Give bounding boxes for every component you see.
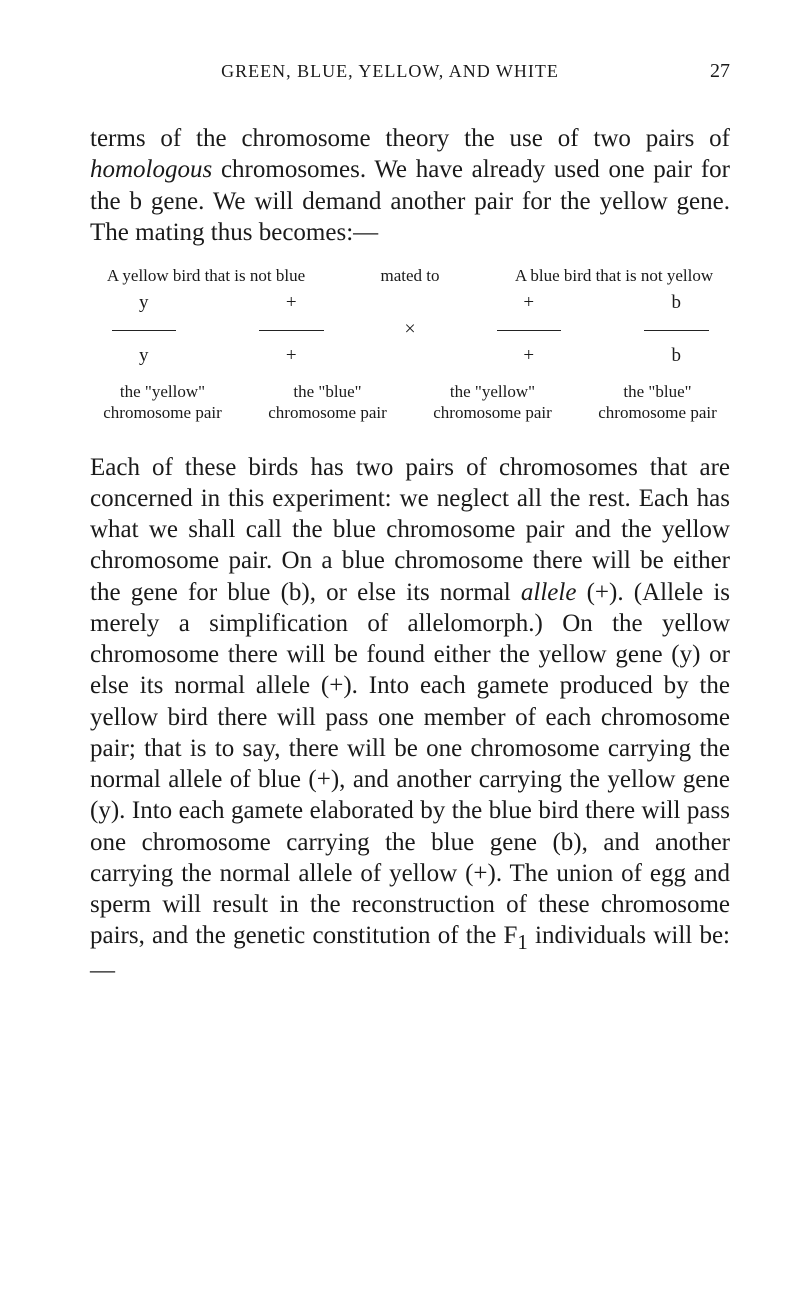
- page-header: GREEN, BLUE, YELLOW, AND WHITE 27: [90, 60, 730, 83]
- mating-heading-mid: mated to: [352, 266, 468, 286]
- cell-r1c2: +: [238, 292, 346, 314]
- page: GREEN, BLUE, YELLOW, AND WHITE 27 terms …: [0, 0, 800, 1055]
- cell-r2c2: +: [238, 345, 346, 367]
- cell-r2c1: y: [90, 345, 198, 367]
- mating-heading: A yellow bird that is not blue mated to …: [90, 266, 730, 286]
- pair-label-2: the "blue" chromosome pair: [255, 381, 400, 424]
- mating-heading-right: A blue bird that is not yellow: [498, 266, 730, 286]
- running-head: GREEN, BLUE, YELLOW, AND WHITE: [90, 61, 690, 82]
- chromosome-pair-labels: the "yellow" chromosome pair the "blue" …: [90, 381, 730, 424]
- mating-heading-left: A yellow bird that is not blue: [90, 266, 322, 286]
- cell-r2c3: +: [475, 345, 583, 367]
- page-number: 27: [710, 60, 730, 83]
- mating-times-icon: ×: [385, 318, 435, 341]
- fraction-bar: [112, 328, 177, 331]
- fraction-bar: [259, 328, 324, 331]
- cell-r1c4: b: [623, 292, 731, 314]
- mating-genotype-grid: y + + b × y + + b: [90, 292, 730, 367]
- fraction-bar: [497, 328, 562, 331]
- cell-r1c1: y: [90, 292, 198, 314]
- fraction-bar: [644, 328, 709, 331]
- paragraph-1: terms of the chromosome theory the use o…: [90, 123, 730, 248]
- paragraph-2: Each of these birds has two pairs of chr…: [90, 452, 730, 987]
- cell-r1c3: +: [475, 292, 583, 314]
- cell-r2c4: b: [623, 345, 731, 367]
- pair-label-3: the "yellow" chromosome pair: [420, 381, 565, 424]
- pair-label-4: the "blue" chromosome pair: [585, 381, 730, 424]
- pair-label-1: the "yellow" chromosome pair: [90, 381, 235, 424]
